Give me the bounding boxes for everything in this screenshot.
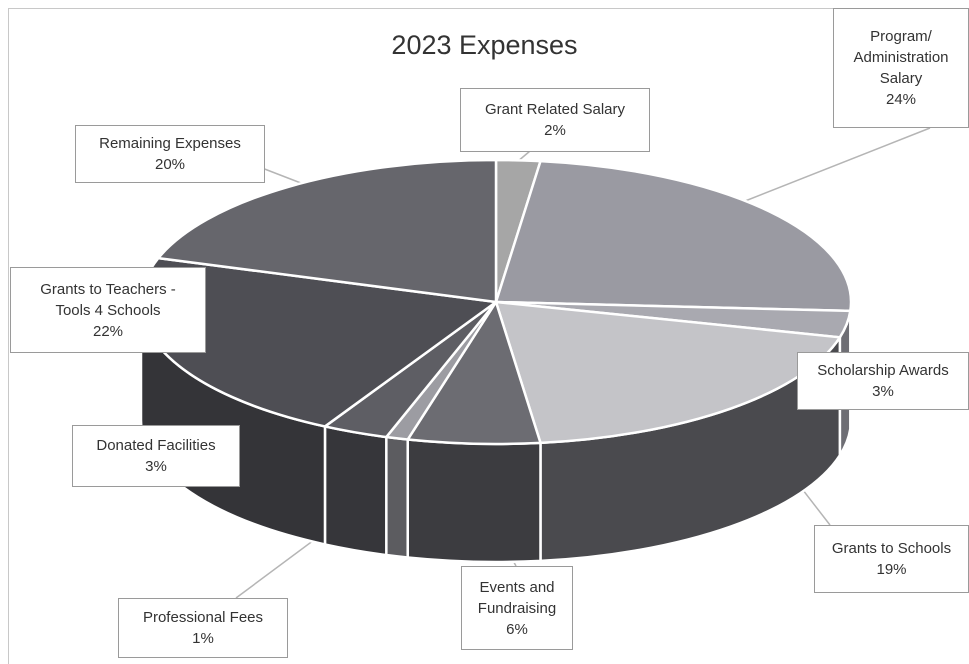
chart-frame bbox=[8, 8, 969, 664]
slice-label: Program/ bbox=[870, 28, 932, 45]
slice-label: Scholarship Awards bbox=[817, 362, 949, 379]
leader-line-remaining-expenses bbox=[261, 167, 307, 186]
pie-side-events-and-fundraising bbox=[406, 438, 542, 564]
slice-label: Events and bbox=[479, 578, 555, 596]
slice-label: Grants to Teachers - bbox=[40, 280, 176, 298]
pie-slice-events-and-fundraising bbox=[406, 300, 542, 446]
callout-grants-to-teachers-tools-4-schools: Grants to Teachers - Tools 4 Schools 22% bbox=[10, 267, 206, 353]
callout-donated-facilities: Donated Facilities 3% bbox=[72, 425, 240, 487]
slice-label: Fundraising bbox=[477, 599, 557, 617]
slice-percent: 3% bbox=[872, 383, 894, 400]
slice-percent: 2% bbox=[544, 122, 566, 139]
pie-slice-program-administration-salary bbox=[494, 159, 853, 313]
slice-label: Grants to Schools bbox=[831, 540, 952, 557]
slice-label: Professional Fees bbox=[142, 609, 264, 626]
slice-label: Grant Related Salary bbox=[484, 101, 626, 118]
callout-program-administration-salary: Program/Administration Salary 24% bbox=[833, 8, 969, 128]
pie-top bbox=[139, 158, 853, 446]
slice-label: Tools 4 Schools bbox=[55, 301, 161, 319]
pie-slice-remaining-expenses bbox=[157, 158, 498, 304]
slice-percent: 24% bbox=[885, 91, 917, 108]
slice-label: Salary bbox=[879, 70, 923, 87]
slice-percent: 1% bbox=[192, 630, 214, 647]
slice-percent: 22% bbox=[92, 322, 124, 340]
slice-percent: 6% bbox=[506, 620, 528, 638]
slice-percent: 19% bbox=[876, 561, 907, 578]
callout-professional-fees: Professional Fees 1% bbox=[118, 598, 288, 658]
leader-line-program-administration-salary bbox=[734, 127, 931, 206]
pie-side-professional-fees bbox=[385, 435, 409, 559]
callout-events-and-fundraising: Events and Fundraising 6% bbox=[461, 566, 573, 650]
slice-label: Donated Facilities bbox=[96, 437, 216, 454]
slice-percent: 20% bbox=[154, 156, 186, 173]
callout-remaining-expenses: Remaining Expenses 20% bbox=[75, 125, 265, 183]
callout-scholarship-awards: Scholarship Awards 3% bbox=[797, 352, 969, 410]
slice-label: Remaining Expenses bbox=[99, 135, 241, 152]
slice-percent: 3% bbox=[145, 458, 167, 475]
slice-label: Administration bbox=[853, 49, 949, 66]
pie-side-donated-facilities bbox=[323, 425, 388, 557]
callout-grant-related-salary: Grant Related Salary 2% bbox=[460, 88, 650, 152]
callout-grants-to-schools: Grants to Schools 19% bbox=[814, 525, 969, 593]
